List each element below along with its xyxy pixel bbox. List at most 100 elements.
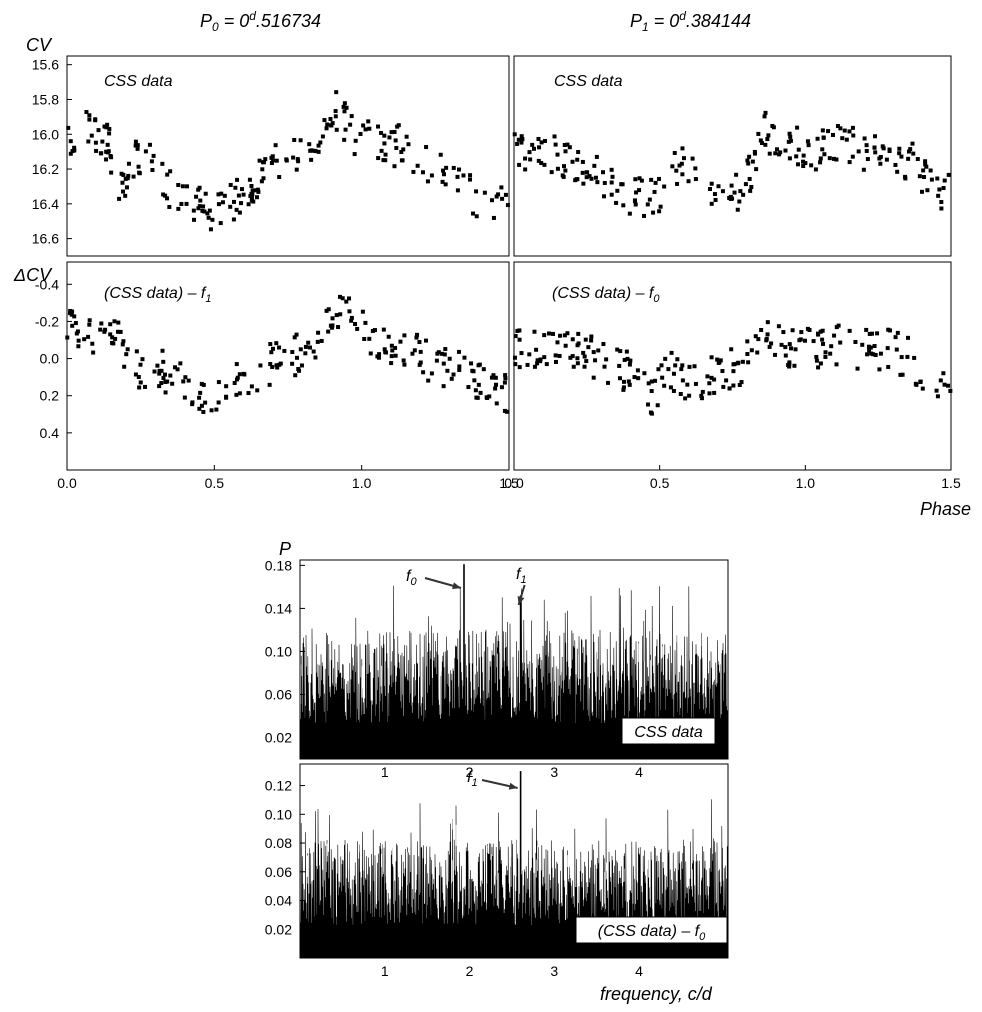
data-point: [610, 174, 615, 179]
data-point: [756, 131, 761, 136]
data-point: [277, 174, 282, 179]
data-point: [303, 344, 308, 349]
data-point: [441, 384, 446, 389]
data-point: [861, 167, 866, 172]
data-point: [712, 377, 717, 382]
data-point: [602, 180, 607, 185]
data-point: [268, 342, 273, 347]
data-point: [469, 361, 474, 366]
data-point: [338, 294, 343, 299]
data-point: [633, 202, 638, 207]
data-point: [765, 137, 770, 142]
data-point: [666, 367, 671, 372]
data-point: [336, 325, 341, 330]
data-point: [261, 160, 266, 165]
data-point: [886, 364, 891, 369]
data-point: [816, 365, 821, 370]
data-point: [700, 389, 705, 394]
data-point: [675, 181, 680, 186]
data-point: [766, 133, 771, 138]
data-point: [482, 190, 487, 195]
data-point: [750, 159, 755, 164]
data-point: [269, 350, 274, 355]
data-point: [251, 199, 256, 204]
data-point: [131, 174, 136, 179]
data-point: [535, 361, 540, 366]
data-point: [570, 337, 575, 342]
data-point: [563, 149, 568, 154]
data-point: [746, 360, 751, 365]
data-point: [206, 215, 211, 220]
data-point: [353, 138, 358, 143]
peak-label-f1: f1: [467, 769, 478, 789]
data-point: [941, 186, 946, 191]
data-point: [362, 336, 367, 341]
data-point: [754, 167, 759, 172]
data-point: [720, 189, 725, 194]
data-point: [866, 344, 871, 349]
data-point: [829, 344, 834, 349]
data-point: [542, 333, 547, 338]
data-point: [867, 331, 872, 336]
data-point: [379, 130, 384, 135]
data-point: [181, 379, 186, 384]
data-point: [815, 331, 820, 336]
data-point: [581, 350, 586, 355]
data-point: [692, 364, 697, 369]
data-point: [878, 161, 883, 166]
data-point: [568, 355, 573, 360]
data-point: [820, 147, 825, 152]
data-point: [920, 386, 925, 391]
data-point: [393, 138, 398, 143]
data-point: [574, 177, 579, 182]
data-point: [224, 395, 229, 400]
data-point: [779, 342, 784, 347]
data-point: [292, 137, 297, 142]
data-point: [325, 122, 330, 127]
data-point: [783, 353, 788, 358]
data-point: [383, 350, 388, 355]
data-point: [752, 149, 757, 154]
data-point: [869, 331, 874, 336]
data-point: [512, 132, 517, 137]
data-point: [105, 150, 110, 155]
data-point: [468, 173, 473, 178]
data-point: [773, 352, 778, 357]
data-point: [194, 194, 199, 199]
y-axis-label-delta-cv: ΔCV: [13, 265, 53, 285]
data-point: [161, 376, 166, 381]
data-point: [770, 123, 775, 128]
data-point: [389, 343, 394, 348]
data-point: [108, 153, 113, 158]
data-point: [860, 342, 865, 347]
data-point: [788, 134, 793, 139]
data-point: [856, 149, 861, 154]
data-point: [906, 156, 911, 161]
data-point: [344, 299, 349, 304]
data-point: [124, 185, 129, 190]
data-point: [778, 150, 783, 155]
data-point: [424, 145, 429, 150]
data-point: [395, 124, 400, 129]
data-point: [201, 409, 206, 414]
data-point: [580, 170, 585, 175]
data-point: [626, 379, 631, 384]
data-point: [872, 134, 877, 139]
spectrum-panel-spec_raw: 0.02 0.06 0.10 0.14 0.18 1 2 3 4 CSS data f0 f1: [265, 557, 729, 780]
data-point: [284, 157, 289, 162]
data-point: [218, 221, 223, 226]
data-point: [355, 326, 360, 331]
data-point: [649, 177, 654, 182]
data-point: [393, 345, 398, 350]
data-point: [241, 371, 246, 376]
data-point: [124, 352, 129, 357]
data-point: [872, 145, 877, 150]
data-point: [474, 189, 479, 194]
data-point: [552, 134, 557, 139]
scatter-panel-res_p1: 0.0 0.5 1.0 1.5 (CSS data) – f0: [504, 261, 961, 491]
data-point: [948, 388, 953, 393]
data-point: [179, 201, 184, 206]
data-point: [249, 384, 254, 389]
scatter-panel-lc_p1: CSS data: [512, 55, 952, 257]
data-point: [713, 197, 718, 202]
